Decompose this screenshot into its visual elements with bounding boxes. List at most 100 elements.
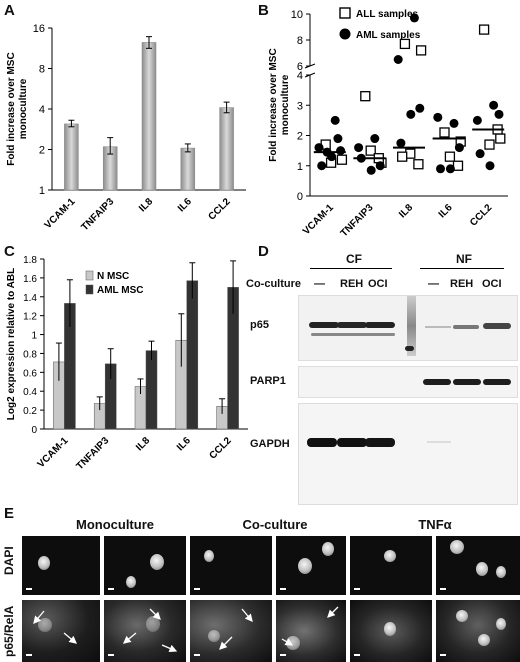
b-aml-point [436, 164, 445, 174]
ladder-marker [407, 296, 416, 356]
b-legend-aml: AML samples [356, 30, 421, 41]
c-legend-swatch-1 [85, 284, 94, 295]
b-all-point [439, 127, 450, 138]
band-p65-4 [425, 326, 451, 328]
imaging-panel: Monoculture Co-culture TNFα DAPI p65/Rel… [0, 505, 520, 662]
panel-b-letter: B [258, 2, 269, 19]
c-ytick-label: 0.8 [23, 349, 37, 360]
rela-cell-3 [190, 600, 272, 662]
b-aml-point [393, 55, 403, 64]
band-p65-3 [365, 322, 395, 328]
arrow-6 [241, 608, 253, 622]
western-blot: CF NF Co-culture — REH OCI — REH OCI p65… [246, 245, 520, 507]
col-header-coculture: Co-culture [242, 517, 308, 532]
coculture-label: Co-culture [246, 278, 301, 290]
a-xlabel-il6: IL6 [176, 196, 194, 214]
blot-strip-parp1 [298, 366, 518, 398]
arrow-overlay [33, 606, 339, 653]
c-xlabel-vcam-1: VCAM-1 [36, 435, 71, 470]
b-aml-point [433, 112, 443, 122]
b-all-point [397, 151, 408, 162]
c-xlabel-ccl2: CCL2 [207, 435, 234, 462]
b-aml-point [485, 161, 495, 171]
b-ylabel: Fold increase over MSCmonoculture [268, 48, 291, 161]
b-ytick-label: 8 [297, 35, 303, 47]
c-ytick-label: 1.2 [23, 312, 37, 323]
b-aml-point [366, 165, 376, 175]
band-parp1-6 [483, 379, 511, 385]
b-aml-point [415, 103, 425, 113]
a-bar [64, 123, 79, 191]
row-label-gapdh: GAPDH [250, 438, 290, 450]
b-aml-point [409, 13, 419, 23]
a-ytick-label: 2 [39, 145, 45, 157]
b-aml-point [333, 134, 343, 144]
a-xlabel-vcam-1: VCAM-1 [43, 196, 78, 231]
panel-e-letter: E [4, 505, 15, 522]
rela-cell-6 [436, 600, 520, 662]
dapi-cell-3 [190, 536, 272, 595]
dapi-cell-1 [22, 536, 100, 595]
panel-a-letter: A [4, 2, 15, 19]
b-aml-point [489, 100, 499, 110]
band-p65-2 [337, 322, 367, 328]
b-all-point [365, 145, 376, 156]
nf-header: NF [456, 252, 472, 266]
b-legend-dot [339, 28, 351, 40]
c-bar-amlmsc [186, 280, 199, 430]
lane-5-label: REH [450, 278, 474, 290]
band-parp1-4 [423, 379, 451, 385]
b-aml-point [317, 161, 327, 171]
b-all-point [360, 91, 371, 102]
dapi-cell-2 [104, 536, 186, 595]
lane-2-label: REH [340, 278, 364, 290]
b-ytick-label: 4 [297, 70, 303, 82]
rela-cell-1 [22, 600, 100, 662]
c-ylabel: Log2 expression relative to ABL [6, 268, 17, 420]
b-xlabel-il8: IL8 [397, 202, 415, 220]
b-all-point [336, 154, 348, 165]
a-xlabel-tnfaip3: TNFAIP3 [79, 196, 116, 233]
b-all-point [478, 24, 490, 35]
a-xlabel-il8: IL8 [137, 196, 155, 214]
c-legend-label-0: N MSC [97, 271, 129, 282]
band-parp1-5 [453, 379, 481, 385]
a-bar [180, 147, 196, 191]
blot-strip-gapdh [298, 403, 518, 505]
lane-6-label: OCI [482, 278, 502, 290]
arrow-3 [149, 608, 161, 620]
b-xlabel-il6: IL6 [437, 202, 455, 220]
b-ytick-label: 3 [297, 100, 303, 112]
dapi-cell-6 [436, 536, 520, 595]
c-ytick-label: 0.4 [23, 387, 37, 398]
c-bar-amlmsc [145, 350, 158, 430]
row-label-parp1: PARP1 [250, 375, 286, 387]
band-gapdh-3 [365, 438, 395, 447]
a-ytick-label: 1 [39, 185, 45, 197]
band-gapdh-2 [337, 438, 367, 447]
c-ytick-label: 0.6 [23, 368, 37, 379]
b-ytick-label: 10 [291, 9, 303, 21]
rela-cell-5 [350, 600, 432, 662]
arrow-1 [33, 610, 45, 624]
arrow-9 [281, 638, 294, 646]
b-aml-point [494, 109, 504, 119]
cf-header: CF [346, 252, 362, 266]
arrow-2 [63, 632, 77, 644]
ladder-dot [405, 346, 414, 351]
c-ytick-label: 1.4 [23, 293, 37, 304]
b-aml-point [330, 115, 340, 125]
b-aml-point [314, 143, 324, 153]
chart-b: 0 1 2 3 46 8 10 Fold increase over MSCmonocultu… [268, 7, 508, 239]
chart-c: 0 0.2 0.4 0.6 0.8 1 1.2 1.4 1.6 1.8 Log2 expressio… [6, 255, 248, 472]
b-aml-point [375, 161, 385, 171]
b-xlabel-tnfaip3: TNFAIP3 [339, 202, 376, 239]
a-xlabel-ccl2: CCL2 [206, 196, 233, 223]
b-legend-square [339, 7, 351, 19]
c-ytick-label: 0 [31, 425, 37, 436]
c-xlabel-il6: IL6 [175, 435, 193, 453]
b-aml-point [370, 134, 380, 144]
arrow-8 [327, 606, 339, 618]
chart-a: 1 2 4 8 16 Fold increase over MSCmonoculture V… [6, 23, 246, 233]
b-xlabel-vcam-1: VCAM-1 [301, 202, 336, 237]
